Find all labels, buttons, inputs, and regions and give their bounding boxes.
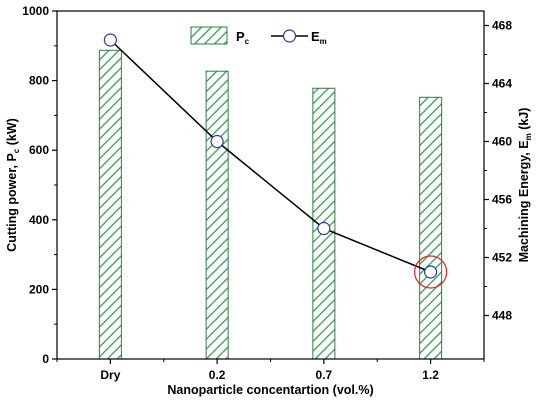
right-axis: 448 452 456 460 464 468 <box>484 19 512 323</box>
legend: Pc Em <box>190 26 327 46</box>
y2-tick-label: 464 <box>492 77 512 91</box>
x-axis: Dry 0.2 0.7 1.2 <box>56 359 485 382</box>
bar <box>205 70 229 360</box>
y2-tick-label: 456 <box>492 193 512 207</box>
y-tick-label: 0 <box>42 352 49 366</box>
x-axis-title: Nanoparticle concentartion (vol.%) <box>167 383 373 397</box>
y-tick-label: 800 <box>29 74 49 88</box>
y-tick-label: 400 <box>29 213 49 227</box>
x-tick-label: 0.7 <box>316 368 333 382</box>
legend-line-marker <box>282 29 297 43</box>
line-layer <box>103 33 438 279</box>
line-point <box>424 265 438 279</box>
y2-tick-label: 460 <box>492 135 512 149</box>
y2-tick-label: 448 <box>492 309 512 323</box>
line-point <box>103 33 117 47</box>
series-line <box>109 39 431 273</box>
legend-line-label: Em <box>311 29 327 46</box>
highlight-layer <box>414 255 448 289</box>
bar <box>419 96 443 360</box>
left-axis: 0 200 400 600 800 1000 <box>22 4 57 366</box>
bars-layer <box>98 49 443 360</box>
x-tick-label: Dry <box>100 368 120 382</box>
line-point <box>210 134 224 149</box>
highlight-ring <box>414 255 448 289</box>
y-tick-label: 1000 <box>22 4 49 18</box>
y-tick-label: 200 <box>29 282 49 296</box>
x-tick-label: 0.2 <box>209 368 226 382</box>
legend-bar-label: Pc <box>236 29 250 46</box>
y2-axis-title: Machining Energy, Em (kJ) <box>517 108 533 263</box>
y2-tick-label: 468 <box>492 19 512 33</box>
legend-bar-swatch <box>190 26 228 45</box>
y2-tick-label: 452 <box>492 251 512 265</box>
line-point <box>317 221 331 236</box>
y-tick-label: 600 <box>29 143 49 157</box>
x-tick-label: 1.2 <box>422 368 439 382</box>
y-axis-title: Cutting power, Pc (kW) <box>5 118 21 252</box>
bar <box>98 49 122 360</box>
